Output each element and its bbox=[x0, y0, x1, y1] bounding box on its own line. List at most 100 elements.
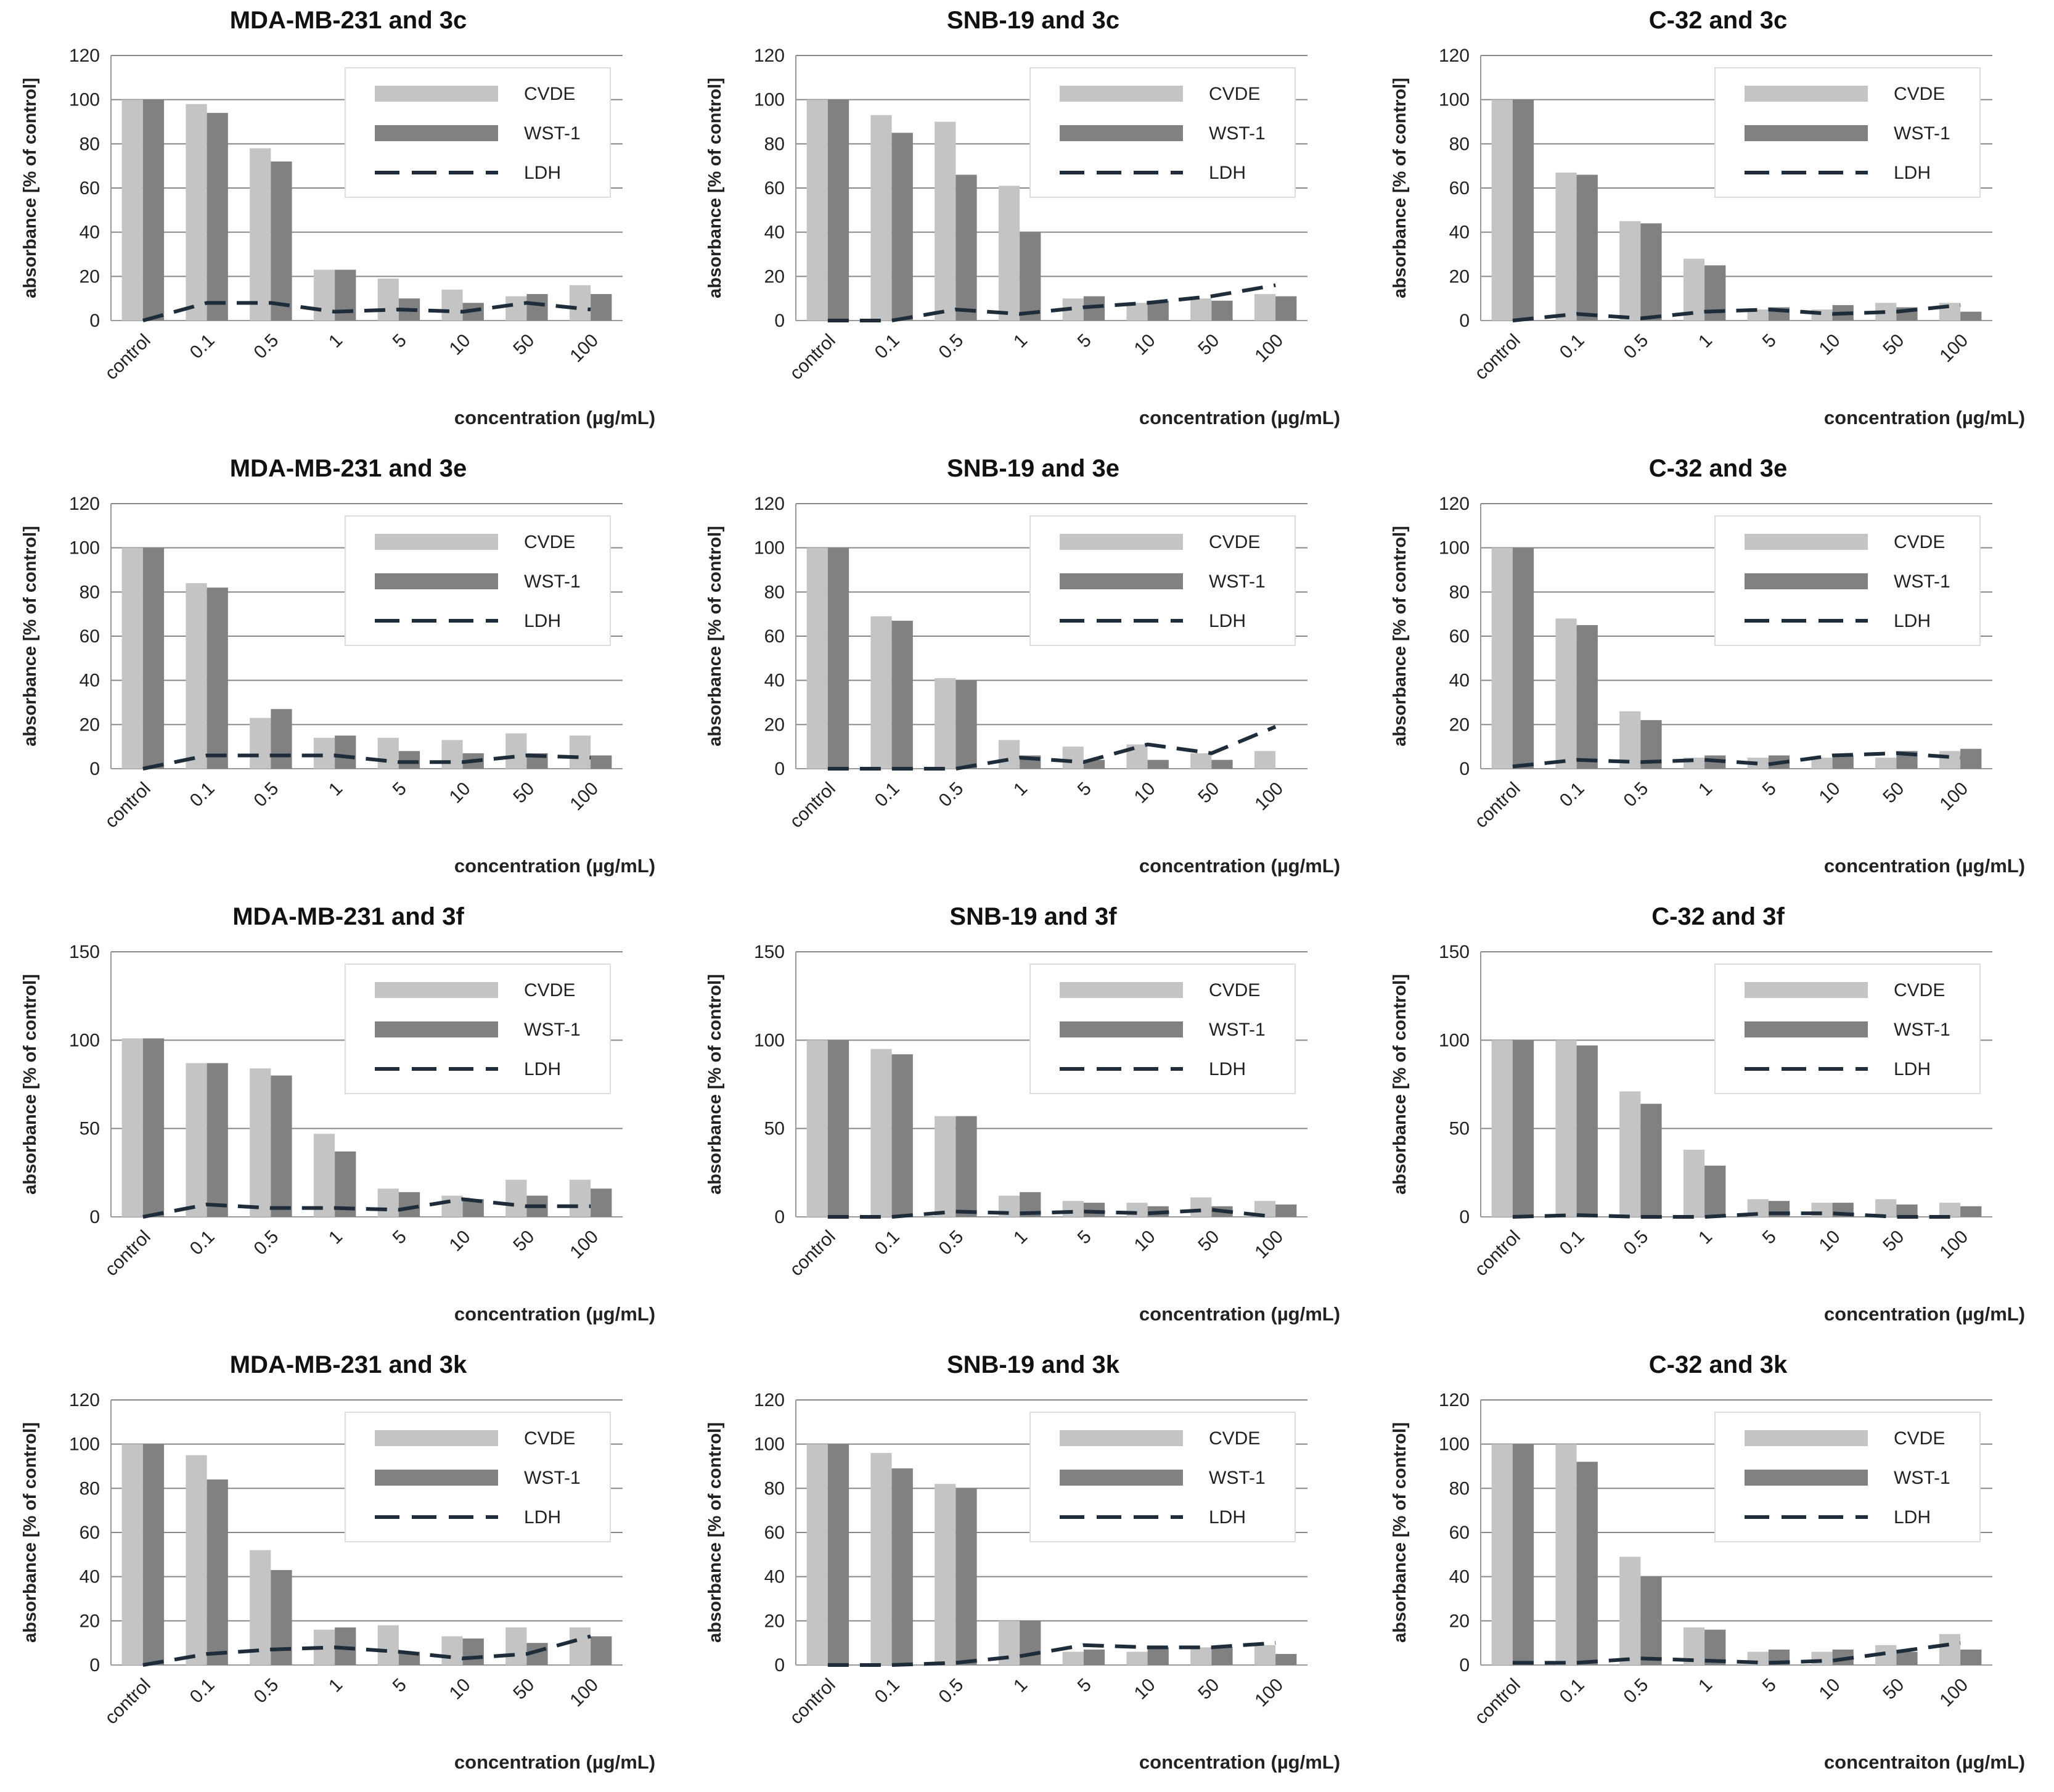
y-tick-label: 20 bbox=[1449, 714, 1470, 735]
chart-panel-1: MDA-MB-231 and 3c 0 20 40 60 80 100 120 absorban… bbox=[0, 0, 684, 448]
x-tick-label: 50 bbox=[1879, 1675, 1908, 1704]
chart-title: SNB-19 and 3k bbox=[947, 1351, 1120, 1378]
x-tick-label: 100 bbox=[1251, 779, 1287, 815]
legend-label: WST-1 bbox=[524, 1468, 581, 1488]
legend: CVDE WST-1 LDH bbox=[1714, 67, 1981, 198]
bar-wst1-0 bbox=[1512, 547, 1534, 769]
bar-cvde-4 bbox=[377, 1189, 399, 1217]
legend-label: LDH bbox=[1894, 1507, 1931, 1528]
chart-title: MDA-MB-231 and 3e bbox=[230, 455, 467, 482]
legend-label: LDH bbox=[524, 1059, 561, 1079]
bar-wst1-0 bbox=[1512, 1444, 1534, 1665]
x-tick-label: 1 bbox=[1010, 779, 1031, 800]
bar-wst1-1 bbox=[207, 1479, 228, 1665]
bar-wst1-5 bbox=[1147, 759, 1169, 769]
chart-svg: SNB-19 and 3c 0 20 40 60 80 100 120 absorbance [… bbox=[705, 7, 1340, 428]
x-tick-label: control bbox=[1471, 1227, 1524, 1280]
y-tick-label: 20 bbox=[1449, 1611, 1470, 1631]
bar-cvde-1 bbox=[870, 115, 892, 321]
y-tick-label: 100 bbox=[1439, 1030, 1470, 1050]
legend-label: WST-1 bbox=[1894, 1468, 1950, 1488]
legend-label: CVDE bbox=[1894, 532, 1945, 552]
y-tick-label: 40 bbox=[1449, 671, 1470, 691]
x-tick-label: control bbox=[101, 1227, 155, 1280]
bar-cvde-0 bbox=[121, 1038, 143, 1217]
ldh-line bbox=[142, 1634, 591, 1667]
legend-label: WST-1 bbox=[1209, 1020, 1266, 1040]
bar-cvde-3 bbox=[313, 737, 335, 769]
x-tick-label: control bbox=[786, 1227, 840, 1280]
x-tick-label: 50 bbox=[1194, 1675, 1223, 1704]
ldh-line bbox=[1512, 751, 1961, 769]
legend-swatch-cvde bbox=[1745, 86, 1868, 102]
bar-wst1-4 bbox=[398, 751, 420, 769]
bar-cvde-6 bbox=[1190, 1197, 1212, 1217]
bar-wst1-6 bbox=[1211, 300, 1233, 321]
bar-wst1-2 bbox=[1640, 1103, 1662, 1217]
chart-title: SNB-19 and 3c bbox=[947, 7, 1119, 34]
x-tick-label: 10 bbox=[1815, 1675, 1844, 1704]
y-axis-label: absorbance [% of control] bbox=[705, 974, 725, 1195]
ldh-line bbox=[827, 1208, 1276, 1219]
bar-wst1-1 bbox=[891, 1468, 913, 1665]
x-tick-label: 50 bbox=[509, 1227, 538, 1256]
chart-svg: C-32 and 3e 0 20 40 60 80 100 120 absorbance [% … bbox=[1390, 455, 2025, 877]
bar-cvde-1 bbox=[186, 1063, 207, 1217]
bar-cvde-6 bbox=[505, 1179, 527, 1217]
bar-wst1-2 bbox=[955, 1116, 977, 1217]
bar-cvde-7 bbox=[1939, 1634, 1961, 1665]
y-tick-label: 120 bbox=[69, 46, 100, 66]
legend: CVDE WST-1 LDH bbox=[345, 515, 611, 646]
bar-cvde-4 bbox=[1062, 747, 1084, 769]
legend-label: WST-1 bbox=[1894, 1020, 1950, 1040]
x-tick-label: 100 bbox=[566, 1675, 602, 1711]
bar-wst1-1 bbox=[207, 113, 228, 321]
x-tick-label: control bbox=[786, 330, 840, 384]
y-tick-label: 80 bbox=[764, 1478, 785, 1499]
legend-label: WST-1 bbox=[1209, 123, 1266, 144]
x-tick-label: 50 bbox=[1879, 1227, 1908, 1256]
x-tick-label: control bbox=[101, 330, 155, 384]
y-tick-label: 100 bbox=[754, 1030, 785, 1050]
x-tick-label: 0.1 bbox=[1556, 1227, 1589, 1259]
bar-cvde-5 bbox=[441, 289, 463, 321]
x-tick-label: 0.5 bbox=[1619, 1675, 1652, 1708]
bar-wst1-2 bbox=[955, 1488, 977, 1665]
legend: CVDE WST-1 LDH bbox=[345, 1412, 611, 1542]
bar-wst1-0 bbox=[827, 1040, 849, 1217]
chart-title: SNB-19 and 3e bbox=[947, 455, 1119, 482]
bar-cvde-0 bbox=[806, 1444, 828, 1665]
x-tick-label: 10 bbox=[1815, 1227, 1844, 1256]
bar-cvde-3 bbox=[998, 186, 1020, 321]
bar-cvde-7 bbox=[1939, 751, 1961, 769]
legend: CVDE WST-1 LDH bbox=[1714, 1412, 1981, 1542]
x-tick-label: 10 bbox=[1131, 330, 1160, 359]
bar-wst1-2 bbox=[1640, 223, 1662, 321]
legend-swatch-cvde bbox=[1060, 982, 1183, 998]
chart-svg: MDA-MB-231 and 3c 0 20 40 60 80 100 120 absorban… bbox=[20, 7, 655, 428]
x-tick-label: 0.1 bbox=[186, 330, 219, 363]
ldh-line bbox=[142, 1197, 591, 1219]
y-tick-label: 60 bbox=[1449, 626, 1470, 647]
x-tick-label: 5 bbox=[1074, 1227, 1095, 1248]
x-tick-label: 1 bbox=[1010, 330, 1031, 352]
bar-wst1-7 bbox=[591, 755, 612, 769]
y-tick-label: 20 bbox=[80, 1611, 100, 1631]
y-axis-label: absorbance [% of control] bbox=[20, 78, 40, 298]
x-axis-label: concentration (µg/mL) bbox=[454, 1751, 655, 1773]
legend: CVDE WST-1 LDH bbox=[345, 67, 611, 198]
y-tick-label: 100 bbox=[1439, 538, 1470, 558]
legend-swatch-cvde bbox=[1745, 982, 1868, 998]
bar-wst1-4 bbox=[1083, 1649, 1105, 1665]
bar-wst1-0 bbox=[142, 99, 165, 321]
y-tick-label: 40 bbox=[764, 671, 785, 691]
y-tick-label: 120 bbox=[754, 46, 785, 66]
bar-cvde-0 bbox=[806, 1040, 828, 1217]
bar-cvde-7 bbox=[569, 735, 591, 769]
x-tick-label: 100 bbox=[566, 779, 602, 815]
legend-swatch-cvde bbox=[1060, 1430, 1183, 1446]
x-tick-label: 0.1 bbox=[871, 779, 904, 811]
legend-label: CVDE bbox=[1209, 532, 1260, 552]
bar-cvde-6 bbox=[1875, 1199, 1897, 1217]
